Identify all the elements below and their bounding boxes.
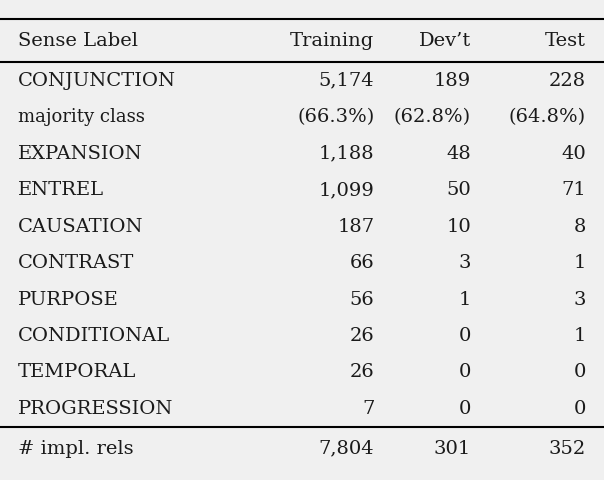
Text: 1,099: 1,099 xyxy=(318,181,374,199)
Text: Dev’t: Dev’t xyxy=(419,32,471,50)
Text: PROGRESSION: PROGRESSION xyxy=(18,400,173,418)
Text: CONTRAST: CONTRAST xyxy=(18,254,135,272)
Text: PURPOSE: PURPOSE xyxy=(18,290,119,309)
Text: 352: 352 xyxy=(548,440,586,458)
Text: 71: 71 xyxy=(561,181,586,199)
Text: 56: 56 xyxy=(350,290,374,309)
Text: (64.8%): (64.8%) xyxy=(509,108,586,126)
Text: 0: 0 xyxy=(574,400,586,418)
Text: CONJUNCTION: CONJUNCTION xyxy=(18,72,176,90)
Text: (62.8%): (62.8%) xyxy=(394,108,471,126)
Text: 5,174: 5,174 xyxy=(319,72,374,90)
Text: EXPANSION: EXPANSION xyxy=(18,144,143,163)
Text: 3: 3 xyxy=(573,290,586,309)
Text: 0: 0 xyxy=(574,363,586,382)
Text: 1: 1 xyxy=(574,327,586,345)
Text: 7: 7 xyxy=(362,400,374,418)
Text: ENTREL: ENTREL xyxy=(18,181,104,199)
Text: 10: 10 xyxy=(446,217,471,236)
Text: TEMPORAL: TEMPORAL xyxy=(18,363,137,382)
Text: 3: 3 xyxy=(458,254,471,272)
Text: Training: Training xyxy=(291,32,374,50)
Text: CAUSATION: CAUSATION xyxy=(18,217,144,236)
Text: 48: 48 xyxy=(446,144,471,163)
Text: 26: 26 xyxy=(350,363,374,382)
Text: 1: 1 xyxy=(574,254,586,272)
Text: 301: 301 xyxy=(434,440,471,458)
Text: 228: 228 xyxy=(549,72,586,90)
Text: 40: 40 xyxy=(561,144,586,163)
Text: 1,188: 1,188 xyxy=(319,144,374,163)
Text: majority class: majority class xyxy=(18,108,145,126)
Text: 189: 189 xyxy=(434,72,471,90)
Text: Test: Test xyxy=(545,32,586,50)
Text: 187: 187 xyxy=(338,217,374,236)
Text: 0: 0 xyxy=(459,400,471,418)
Text: CONDITIONAL: CONDITIONAL xyxy=(18,327,170,345)
Text: 7,804: 7,804 xyxy=(319,440,374,458)
Text: 50: 50 xyxy=(446,181,471,199)
Text: 1: 1 xyxy=(459,290,471,309)
Text: 8: 8 xyxy=(574,217,586,236)
Text: 66: 66 xyxy=(350,254,374,272)
Text: 26: 26 xyxy=(350,327,374,345)
Text: # impl. rels: # impl. rels xyxy=(18,440,133,458)
Text: (66.3%): (66.3%) xyxy=(297,108,374,126)
Text: 0: 0 xyxy=(459,327,471,345)
Text: Sense Label: Sense Label xyxy=(18,32,138,50)
Text: 0: 0 xyxy=(459,363,471,382)
